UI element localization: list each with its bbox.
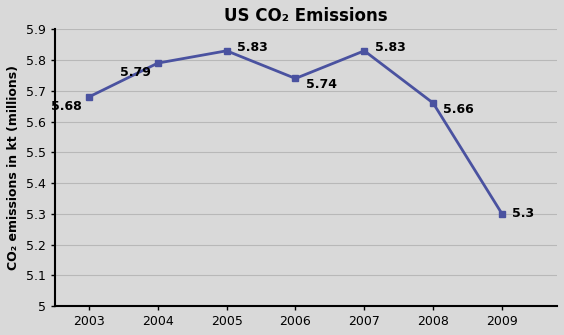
Text: 5.79: 5.79 (120, 66, 151, 79)
Text: 5.83: 5.83 (237, 41, 268, 54)
Text: 5.66: 5.66 (443, 103, 474, 116)
Title: US CO₂ Emissions: US CO₂ Emissions (224, 7, 387, 25)
Text: 5.74: 5.74 (306, 78, 337, 91)
Y-axis label: CO₂ emissions in kt (millions): CO₂ emissions in kt (millions) (7, 65, 20, 270)
Text: 5.68: 5.68 (51, 99, 82, 113)
Text: 5.3: 5.3 (512, 207, 535, 220)
Text: 5.83: 5.83 (374, 41, 406, 54)
